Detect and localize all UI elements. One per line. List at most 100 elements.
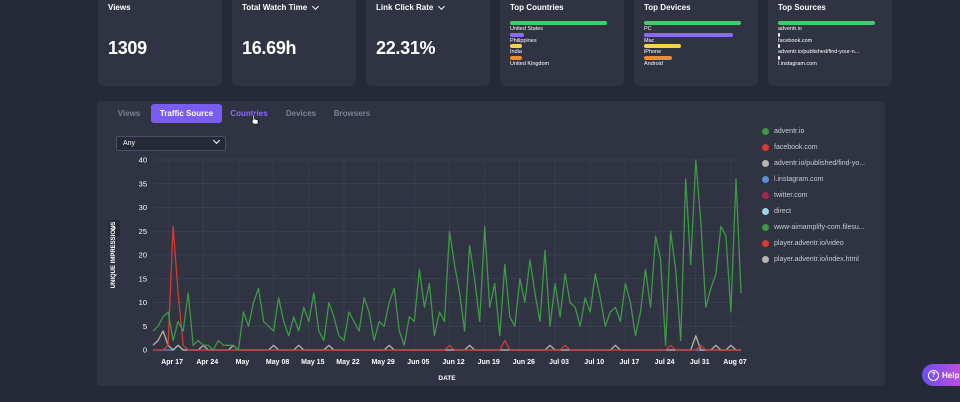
expand-button[interactable] — [108, 220, 120, 236]
top-list-bar — [510, 21, 607, 25]
top-list-bar — [778, 21, 875, 25]
link-click-value: 22.31% — [376, 38, 436, 58]
legend-dot — [762, 143, 769, 151]
top-list-bar — [644, 21, 741, 25]
top-list-label: United Kingdom — [510, 60, 550, 67]
legend-label: l.instagram.com — [774, 175, 824, 183]
watch-time-card[interactable]: Total Watch Time 16.69h — [232, 0, 356, 86]
watch-time-title: Total Watch Time — [242, 3, 308, 12]
top-list-item: PC — [644, 21, 744, 33]
top-list-label: iPhone — [644, 49, 662, 55]
x-tick-label: Jun 12 — [442, 359, 464, 366]
legend-label: player.adventr.io/index.html — [774, 255, 859, 263]
chart-legend: adventr.io facebook.com adventr.io/publish… — [762, 123, 882, 267]
source-filter-select[interactable]: Any — [116, 136, 226, 151]
top-list-label: adventr.io — [778, 26, 802, 32]
top-list-item: l.instagram.com — [778, 55, 878, 68]
legend-item[interactable]: www-aimamplify-com.filesu... — [762, 219, 882, 235]
top-list-item: facebook.com — [778, 32, 878, 45]
views-value: 1309 — [108, 38, 147, 58]
x-tick-label: Jun 19 — [478, 359, 500, 366]
tab-traffic-source[interactable]: Traffic Source — [151, 104, 222, 123]
legend-item[interactable]: direct — [762, 203, 882, 219]
source-filter-value: Any — [123, 140, 136, 147]
top-list-label: United States — [510, 26, 544, 32]
top-list-label: facebook.com — [778, 37, 813, 44]
top-list-label: Mac — [644, 37, 655, 44]
link-click-title: Link Click Rate — [376, 3, 434, 12]
x-tick-label: Jul 24 — [655, 359, 675, 366]
y-tick-label: 5 — [143, 322, 147, 331]
x-tick-label: Aug 07 — [723, 359, 746, 366]
top-list-item: Philippines — [510, 32, 610, 45]
x-tick-label: May 08 — [266, 359, 289, 366]
top-list-bar — [778, 32, 780, 37]
question-icon: ? — [928, 369, 939, 381]
x-tick-label: Jul 10 — [584, 359, 604, 366]
x-tick-label: May 29 — [371, 359, 394, 366]
y-tick-label: 20 — [139, 251, 147, 260]
x-axis-label: DATE — [438, 375, 456, 382]
legend-label: direct — [774, 207, 792, 215]
x-tick-label: Apr 17 — [161, 359, 183, 366]
top-list-label: l.instagram.com — [778, 60, 817, 67]
legend-item[interactable]: player.adventr.io/index.html — [762, 251, 882, 267]
x-tick-label: Jul 03 — [549, 359, 569, 366]
x-tick-label: May 15 — [301, 359, 324, 366]
x-tick-label: Apr 24 — [196, 359, 218, 366]
y-tick-label: 30 — [139, 203, 147, 212]
legend-dot — [762, 239, 769, 247]
top-sources-card: Top Sources adventr.io facebook.com advent… — [768, 0, 892, 86]
top-devices-list: PC Mac iPhone Android — [644, 21, 744, 67]
x-tick-label: Jun 26 — [513, 359, 535, 366]
legend-label: adventr.io/published/find-yo... — [774, 159, 866, 167]
tab-browsers[interactable]: Browsers — [333, 109, 371, 118]
legend-item[interactable]: adventr.io — [762, 123, 882, 139]
top-list-label: PC — [644, 26, 652, 32]
y-tick-label: 10 — [139, 298, 147, 307]
views-title: Views — [108, 3, 131, 12]
top-list-item: iPhone — [644, 44, 744, 56]
legend-item[interactable]: player.adventr.io/video — [762, 235, 882, 251]
top-list-bar — [510, 44, 522, 48]
y-tick-label: 35 — [139, 179, 147, 188]
help-button[interactable]: ? Help — [922, 364, 960, 386]
top-countries-title: Top Countries — [510, 3, 564, 12]
y-tick-label: 0 — [143, 346, 147, 355]
top-list-item: United Kingdom — [510, 55, 610, 68]
x-tick-label: May 22 — [336, 359, 359, 366]
top-list-item: Android — [644, 55, 744, 68]
top-list-item: India — [510, 44, 610, 56]
tab-countries[interactable]: Countries — [230, 109, 268, 118]
x-tick-label: May — [236, 359, 250, 366]
y-tick-label: 15 — [139, 274, 147, 283]
legend-dot — [762, 207, 769, 215]
legend-item[interactable]: facebook.com — [762, 139, 882, 155]
top-list-bar — [644, 44, 681, 48]
legend-item[interactable]: twitter.com — [762, 187, 882, 203]
tab-devices[interactable]: Devices — [285, 109, 317, 118]
top-list-item: United States — [510, 21, 610, 33]
help-label: Help — [942, 370, 960, 380]
top-sources-title: Top Sources — [778, 3, 826, 12]
x-tick-label: Jul 31 — [690, 359, 710, 366]
link-click-card[interactable]: Link Click Rate 22.31% — [366, 0, 490, 86]
legend-item[interactable]: adventr.io/published/find-yo... — [762, 155, 882, 171]
top-list-bar — [778, 44, 780, 48]
x-tick-label: Jul 17 — [619, 359, 639, 366]
top-list-label: adventr.io/published/find-your-n... — [778, 49, 860, 55]
tab-views[interactable]: Views — [117, 109, 141, 118]
legend-dot — [762, 175, 769, 183]
legend-item[interactable]: l.instagram.com — [762, 171, 882, 187]
legend-label: www-aimamplify-com.filesu... — [774, 223, 865, 231]
legend-dot — [762, 191, 769, 199]
top-devices-title: Top Devices — [644, 3, 691, 12]
views-card: Views 1309 — [98, 0, 222, 86]
legend-label: facebook.com — [774, 143, 818, 151]
top-list-item: adventr.io — [778, 21, 878, 33]
top-list-label: India — [510, 49, 522, 55]
top-list-bar — [778, 55, 780, 60]
y-tick-label: 40 — [139, 156, 147, 165]
top-countries-list: United States Philippines India United King… — [510, 21, 610, 67]
top-countries-card: Top Countries United States Philippines In… — [500, 0, 624, 86]
